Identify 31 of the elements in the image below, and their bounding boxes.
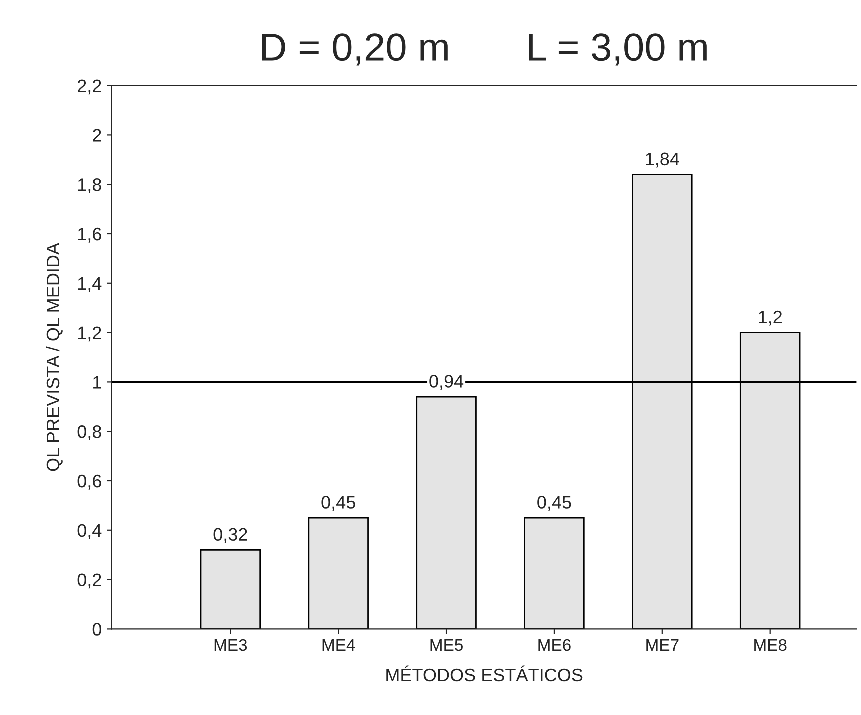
x-tick-label: ME6	[538, 639, 571, 652]
x-tick-label: ME8	[754, 639, 787, 652]
chart-title: D = 0,20 m L = 3,00 m	[262, 34, 707, 66]
data-label: 0,45	[322, 496, 356, 512]
bar	[308, 517, 369, 630]
y-axis-title: QL PREVISTA / QL MEDIDA	[46, 242, 63, 472]
data-label: 0,45	[538, 496, 572, 512]
y-tick-label: 0,4	[78, 524, 102, 540]
data-label: 0,32	[214, 528, 248, 544]
y-tick-label: 0,6	[78, 474, 102, 490]
bar	[200, 549, 262, 630]
y-tick-label: 2	[93, 129, 102, 142]
y-tick-label: 0,2	[78, 574, 102, 589]
data-label: 1,2	[759, 310, 782, 326]
y-tick-label: 2,2	[78, 80, 102, 95]
x-tick-label: ME5	[430, 640, 463, 652]
bar	[416, 396, 477, 630]
x-tick-label: ME4	[322, 640, 356, 651]
y-tick-label: 0	[92, 623, 102, 636]
data-label: 1,84	[646, 152, 680, 168]
x-tick-label: ME3	[214, 639, 248, 652]
data-label: 0,94	[430, 375, 464, 390]
y-tick-label: 0,8	[78, 426, 102, 440]
x-tick-label: ME7	[646, 640, 679, 651]
y-tick-label: 1,4	[78, 278, 102, 292]
x-axis-title: MÉTODOS ESTÁTICOS	[386, 666, 583, 682]
y-tick-label: 1,6	[78, 228, 102, 243]
y-tick-label: 1,2	[78, 326, 102, 342]
bar	[524, 517, 585, 630]
y-tick-label: 1,8	[78, 178, 102, 194]
y-tick-label: 1	[94, 376, 102, 389]
